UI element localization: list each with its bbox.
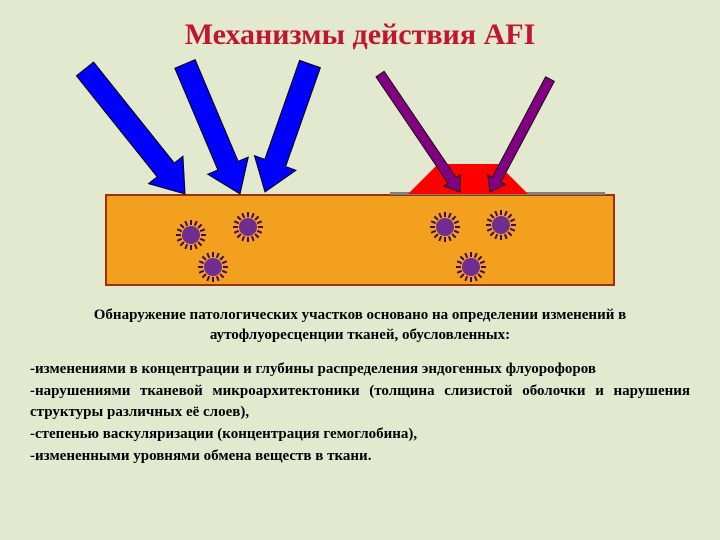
slide-root: Механизмы действия AFI Обнаружение патол…	[0, 0, 720, 540]
intro-text: Обнаружение патологических участков осно…	[40, 306, 680, 345]
afi-diagram	[60, 64, 660, 294]
bullet-item: -нарушениями тканевой микроархитектоники…	[30, 381, 690, 422]
bullet-item: -изменениями в концентрации и глубины ра…	[30, 359, 690, 379]
bullet-item: -измененными уровнями обмена веществ в т…	[30, 446, 690, 466]
slide-title: Механизмы действия AFI	[30, 18, 690, 52]
bullet-item: -степенью васкуляризации (концентрация г…	[30, 424, 690, 444]
light-arrow-purple	[60, 64, 660, 294]
bullet-list: -изменениями в концентрации и глубины ра…	[30, 359, 690, 466]
